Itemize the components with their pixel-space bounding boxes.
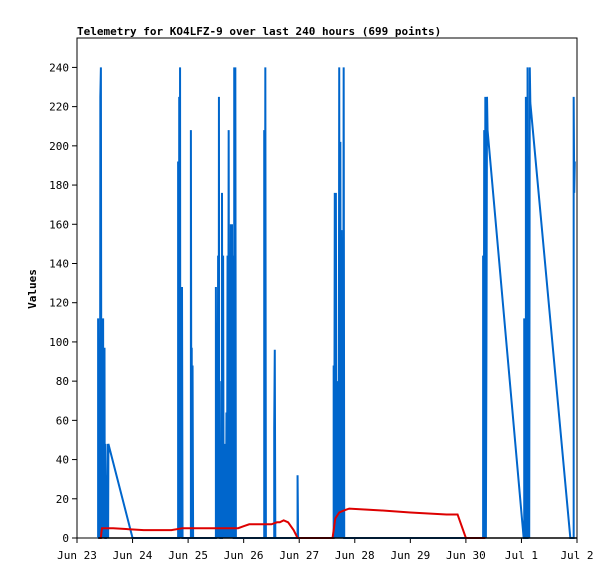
y-tick-label: 60 <box>56 414 69 427</box>
y-tick-label: 120 <box>49 297 69 310</box>
series-line-1 <box>99 507 486 539</box>
y-tick-label: 240 <box>49 61 69 74</box>
x-tick-label: Jun 23 <box>57 549 97 562</box>
y-tick-label: 20 <box>56 493 69 506</box>
y-tick-label: 220 <box>49 101 69 114</box>
plot-area <box>76 37 578 539</box>
x-tick-label: Jun 30 <box>446 549 486 562</box>
y-tick-label: 160 <box>49 218 69 231</box>
y-axis: 0 20 40 60 80 100 120 140 160 180 200 220 240 <box>49 61 77 545</box>
series-group <box>97 67 577 539</box>
x-tick-label: Jun 27 <box>279 549 319 562</box>
y-tick-label: 80 <box>56 375 69 388</box>
chart-title: Telemetry for KO4LFZ-9 over last 240 hou… <box>77 25 441 38</box>
y-axis-label: Values <box>26 269 39 309</box>
x-tick-label: Jun 24 <box>113 549 153 562</box>
y-tick-label: 140 <box>49 257 69 270</box>
y-tick-label: 180 <box>49 179 69 192</box>
x-tick-label: Jun 25 <box>168 549 208 562</box>
x-tick-label: Jun 28 <box>335 549 375 562</box>
x-tick-label: Jun 29 <box>390 549 430 562</box>
x-tick-label: Jul 2 <box>560 549 593 562</box>
y-tick-label: 100 <box>49 336 69 349</box>
y-tick-label: 200 <box>49 140 69 153</box>
y-tick-label: 0 <box>62 532 69 545</box>
x-tick-label: Jul 1 <box>505 549 538 562</box>
series-line-0 <box>97 67 576 539</box>
x-tick-label: Jun 26 <box>224 549 264 562</box>
y-tick-label: 40 <box>56 454 69 467</box>
x-axis: Jun 23 Jun 24 Jun 25 Jun 26 Jun 27 Jun 28 Jun … <box>57 538 594 562</box>
